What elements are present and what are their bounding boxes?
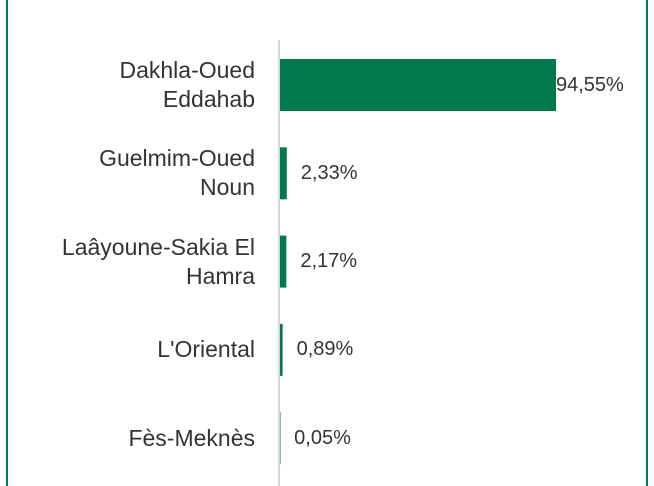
frame-left bbox=[6, 0, 8, 486]
category-label: Fès-Meknès bbox=[128, 424, 255, 451]
bar bbox=[280, 323, 283, 376]
category-label: Guelmim-Oued Noun bbox=[99, 145, 255, 201]
frame-right bbox=[646, 0, 648, 486]
bar bbox=[280, 147, 287, 200]
value-label: 94,55% bbox=[556, 73, 624, 96]
category-label: L'Oriental bbox=[157, 336, 255, 363]
bar bbox=[280, 59, 556, 111]
value-label: 0,89% bbox=[296, 338, 354, 361]
value-label: 2,17% bbox=[300, 250, 358, 273]
bar bbox=[280, 412, 281, 465]
value-label: 0,05% bbox=[294, 426, 351, 449]
category-label: Dakhla-Oued Eddahab bbox=[119, 57, 255, 112]
value-label: 2,33% bbox=[300, 161, 358, 184]
category-label: Laâyoune-Sakia El Hamra bbox=[61, 233, 255, 289]
bar bbox=[280, 235, 287, 288]
